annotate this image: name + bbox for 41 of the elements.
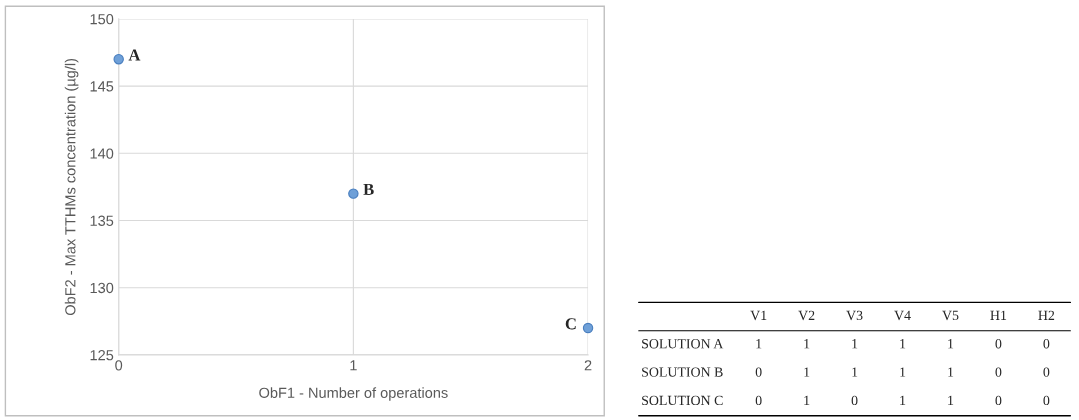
data-label: 0 [755, 395, 762, 406]
data-label: 1 [900, 339, 906, 349]
data-label: 1 [804, 395, 810, 405]
x-tick-label: 2 [584, 360, 592, 371]
x-tick-label: V5 [942, 310, 959, 321]
data-label: 1 [948, 395, 954, 405]
data-label: 1 [756, 339, 762, 349]
y-tick-label: 125 [90, 350, 114, 361]
annotation: B [363, 183, 374, 195]
x-tick-label: H1 [990, 310, 1007, 320]
y-tick-label: 145 [90, 81, 114, 92]
data-label: 0 [1043, 339, 1050, 349]
x-tick-label: H2 [1038, 310, 1055, 320]
data-label: 0 [995, 395, 1002, 406]
point [348, 188, 359, 199]
data-label: 0 [1043, 395, 1050, 406]
x-tick-label: V1 [750, 310, 767, 321]
annotation: A [128, 49, 141, 61]
annotation: C [565, 318, 576, 330]
x-tick-label: 0 [115, 360, 123, 371]
y-tick-label: SOLUTION C [642, 395, 723, 406]
y-tick-label: SOLUTION B [642, 367, 723, 377]
x-tick-label: V4 [894, 310, 911, 321]
y-tick-label: 150 [90, 14, 114, 25]
y-tick-label: 140 [90, 148, 114, 159]
data-label: 1 [948, 339, 954, 349]
data-label: 1 [900, 395, 906, 405]
data-label: 0 [995, 339, 1002, 349]
data-label: 0 [851, 395, 858, 406]
point [582, 322, 594, 334]
data-label: 1 [852, 339, 858, 349]
x-tick-label: V3 [846, 310, 863, 321]
y-tick-label: 130 [90, 282, 114, 294]
x-axis-title: ObF1 - Number of operations [259, 387, 448, 401]
point [113, 54, 124, 65]
data-label: 1 [804, 339, 810, 349]
y-tick-label: SOLUTION A [642, 339, 724, 349]
x-tick-label: 1 [350, 360, 357, 371]
y-axis-title: ObF2 - Max TTHMs concentration (µg/l) [64, 58, 79, 316]
y-tick-label: 135 [90, 215, 114, 226]
x-tick-label: V2 [798, 310, 815, 321]
